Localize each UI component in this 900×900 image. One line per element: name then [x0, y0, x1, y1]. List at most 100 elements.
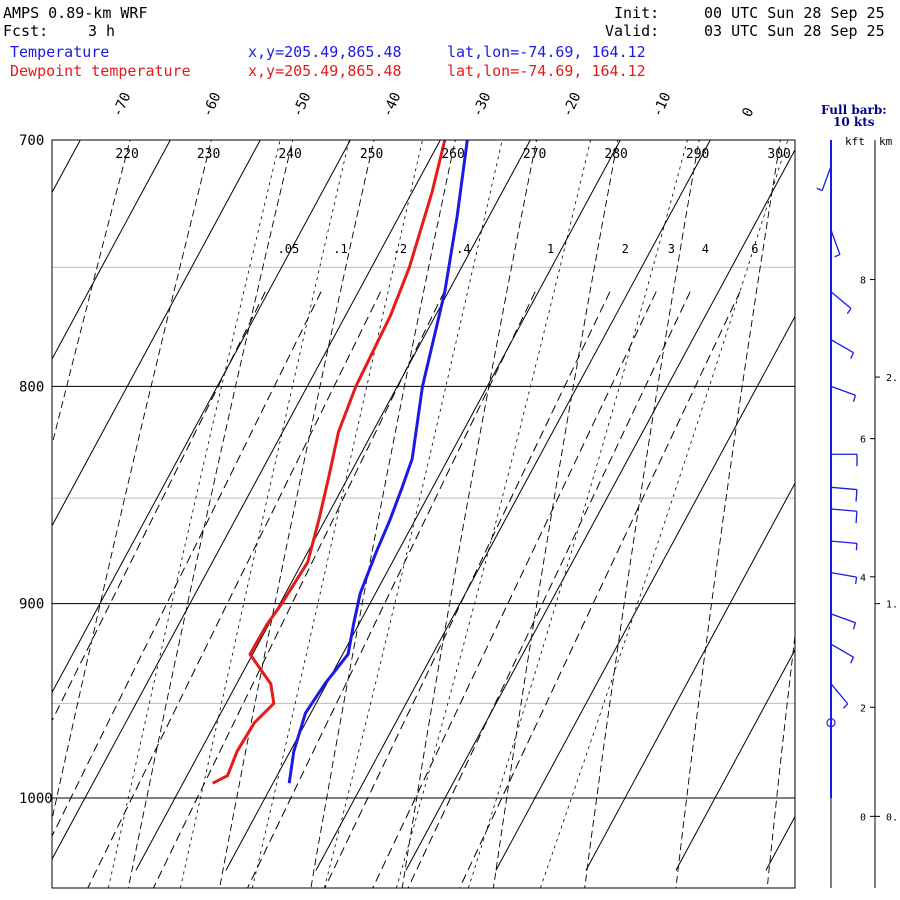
pressure-tick-label: 800 [19, 379, 44, 395]
top-temperature-label: 0 [739, 105, 757, 119]
legend-dewpoint-latlon: lat,lon=-74.69, 164.12 [447, 62, 646, 80]
wind-barb-feather [850, 352, 855, 359]
dry-adiabat-line [492, 140, 619, 888]
isotherm-line [405, 148, 795, 871]
mixing-ratio-line [247, 291, 536, 888]
dry-adiabat-label: 240 [278, 147, 301, 162]
isotherm-line [52, 140, 81, 194]
mixing-ratio-label: .05 [278, 242, 300, 256]
mixing-ratio-line [407, 291, 691, 888]
mixing-ratio-line [372, 291, 657, 888]
wind-barb-feather [846, 308, 852, 315]
height-kft-label: 2 [860, 703, 866, 714]
dry-adiabat-label: 290 [686, 147, 709, 162]
pressure-tick-label: 700 [19, 133, 44, 149]
height-kft-label: 8 [860, 276, 866, 287]
mixing-ratio-line [152, 291, 445, 888]
dry-adiabat-line [0, 114, 56, 889]
wind-barb-shaft [830, 508, 857, 512]
isotherm-line [495, 315, 795, 871]
barb-legend-line1: Full barb: [821, 103, 887, 117]
dewpoint-profile-line [212, 140, 447, 785]
height-kft-label: 0 [860, 812, 866, 823]
wind-barb-shaft [830, 385, 856, 396]
dry-adiabat-label: 270 [523, 147, 546, 162]
dry-adiabat-label: 220 [115, 147, 138, 162]
forecast-value: 3 h [88, 22, 116, 40]
mixing-ratio-line [459, 291, 741, 888]
wind-barb-shaft [830, 571, 857, 578]
wind-barb-feather [850, 656, 855, 664]
height-unit-kft: kft [845, 135, 865, 148]
isotherm-line [856, 140, 900, 870]
isotherm-line [675, 648, 795, 871]
wind-barb-shaft [821, 165, 832, 191]
dry-adiabat-line [52, 140, 212, 822]
isotherm-line [52, 140, 261, 527]
isotherm-line [765, 815, 795, 871]
init-label: Init: [614, 4, 660, 22]
height-unit-km: km [879, 135, 893, 148]
wind-barb-feather [834, 253, 841, 258]
dry-adiabat-line [219, 140, 375, 888]
top-temperature-label: -70 [109, 90, 134, 120]
mixing-ratio-line [52, 291, 322, 838]
mixing-ratio-line [324, 291, 611, 888]
valid-label: Valid: [605, 22, 660, 40]
mixing-ratio-label: .1 [333, 242, 347, 256]
moist-adiabat-line [396, 140, 592, 888]
wind-barb-shaft [830, 229, 841, 255]
isotherm-line [225, 140, 621, 871]
mixing-ratio-label: 4 [702, 242, 709, 256]
pressure-tick-label: 1000 [19, 791, 53, 807]
mixing-ratio-label: 2 [622, 242, 629, 256]
isotherm-line [315, 140, 711, 871]
dry-adiabat-label: 280 [604, 147, 627, 162]
height-kft-label: 6 [860, 435, 866, 446]
isotherm-line [585, 482, 795, 871]
height-km-label: 1. [886, 600, 898, 611]
barb-legend-line2: 10 kts [833, 115, 875, 129]
isotherm-line [52, 140, 441, 861]
wind-barb-shaft [830, 291, 852, 309]
moist-adiabat-line [540, 140, 789, 888]
moist-adiabat-line [468, 140, 688, 888]
top-temperature-label: -30 [469, 90, 494, 120]
dry-adiabat-label: 250 [360, 147, 383, 162]
isotherm-line [52, 140, 351, 694]
dry-adiabat-line [584, 140, 700, 888]
height-kft-label: 4 [860, 573, 866, 584]
mixing-ratio-label: .4 [456, 242, 470, 256]
wind-barb-feather [854, 577, 858, 585]
dry-adiabat-line [859, 114, 900, 889]
dry-adiabat-label: 230 [197, 147, 220, 162]
moist-adiabat-line [108, 140, 281, 888]
height-km-label: 0. [886, 812, 898, 823]
legend-temperature-latlon: lat,lon=-74.69, 164.12 [447, 43, 646, 61]
wind-barb-shaft [830, 613, 856, 624]
moist-adiabat-line [324, 140, 503, 888]
isotherm-line [52, 140, 171, 361]
plot-frame [51, 139, 796, 889]
height-km-label: 2. [886, 373, 898, 384]
wind-barb-shaft [830, 486, 857, 491]
wind-barb-shaft [830, 339, 854, 354]
mixing-ratio-line [52, 291, 266, 722]
top-temperature-label: -50 [289, 90, 314, 120]
legend-dewpoint-xy: x,y=205.49,865.48 [248, 62, 402, 80]
mixing-ratio-line [87, 291, 382, 888]
legend-dewpoint-name: Dewpoint temperature [10, 62, 191, 80]
model-title: AMPS 0.89-km WRF [3, 4, 148, 22]
wind-barb-feather [855, 489, 858, 502]
legend-temperature-xy: x,y=205.49,865.48 [248, 43, 402, 61]
mixing-ratio-label: 3 [668, 242, 675, 256]
wind-barb-feather [855, 511, 858, 524]
dry-adiabat-label: 300 [767, 147, 790, 162]
dry-adiabat-line [766, 631, 795, 888]
wind-barb-shaft [830, 540, 857, 545]
moist-adiabat-line [180, 140, 350, 888]
pressure-tick-label: 900 [19, 597, 44, 613]
dry-adiabat-line [52, 140, 131, 447]
mixing-ratio-label: 6 [751, 242, 758, 256]
